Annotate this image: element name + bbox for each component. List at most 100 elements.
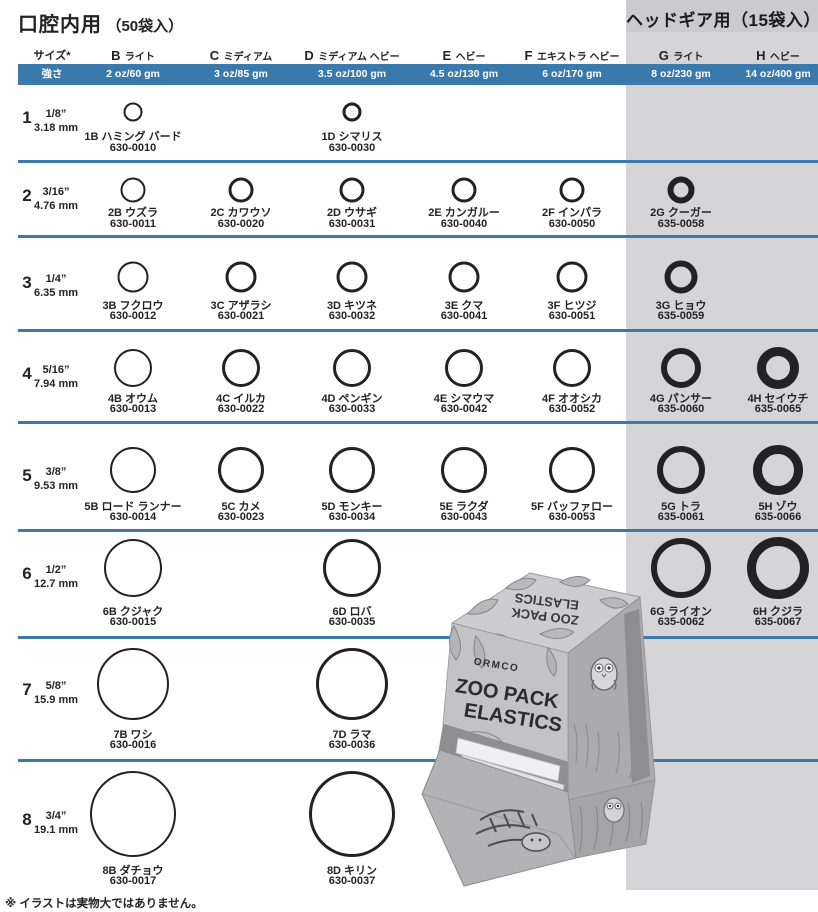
- product-code: 630-0033: [328, 403, 376, 415]
- row-number: 2: [22, 186, 32, 205]
- footnote: ※ イラストは実物大ではありません。: [5, 898, 203, 910]
- product-code: 630-0034: [328, 511, 376, 523]
- product-code: 630-0032: [328, 310, 376, 322]
- row-number: 4: [22, 364, 32, 383]
- product-code: 630-0011: [110, 218, 156, 230]
- product-name: 7B ワシ: [113, 729, 153, 741]
- elastic-ring-7B: [97, 648, 169, 720]
- column-strength-kana: ライト: [673, 52, 704, 63]
- product-code: 630-0016: [109, 739, 157, 751]
- column-letter: D: [304, 48, 314, 63]
- product-name: 2B ウズラ: [107, 207, 159, 219]
- product-name: 5H ゾウ: [758, 501, 798, 513]
- strength-value-G: 8 oz/230 gm: [651, 68, 711, 80]
- size-label: 3/16” 4.76 mm: [34, 185, 78, 213]
- product-code: 635-0058: [657, 218, 705, 230]
- intraoral-title-text: 口腔内用: [18, 14, 102, 36]
- row-number: 3: [22, 273, 32, 292]
- size-label: 3/4” 19.1 mm: [34, 809, 78, 837]
- column-strength-kana: ミディアム ヘビー: [318, 52, 400, 63]
- product-code: 630-0053: [548, 511, 596, 523]
- product-code: 630-0050: [548, 218, 596, 230]
- product-code: 635-0062: [657, 616, 705, 628]
- row-number: 7: [22, 680, 32, 699]
- product-code: 630-0022: [217, 403, 265, 415]
- row-separator: [18, 421, 818, 424]
- row-separator: [18, 529, 818, 532]
- column-header-H: H ヘビー: [756, 47, 800, 65]
- product-code: 635-0065: [754, 403, 802, 415]
- size-label-inch: 1/2”: [45, 564, 67, 576]
- product-name: 2D ウサギ: [326, 207, 378, 219]
- column-strength-kana: ヘビー: [455, 52, 486, 63]
- product-name: 5F バッファロー: [531, 501, 613, 513]
- product-name: 8B ダチョウ: [102, 865, 164, 877]
- size-label-inch: 1/4”: [45, 273, 67, 285]
- product-name: 5C カメ: [221, 501, 261, 513]
- product-code: 630-0035: [328, 616, 376, 628]
- row-number: 1: [22, 108, 32, 127]
- strength-value-F: 6 oz/170 gm: [542, 68, 602, 80]
- size-label-inch: 3/4”: [45, 810, 67, 822]
- product-code: 630-0037: [328, 875, 376, 887]
- product-name: 3G ヒョウ: [655, 300, 707, 312]
- product-name: 6G ライオン: [650, 606, 712, 618]
- product-name: 4G パンサー: [649, 393, 713, 405]
- product-code: 630-0041: [440, 310, 488, 322]
- product-code: 635-0059: [657, 310, 705, 322]
- size-label-mm: 4.76 mm: [33, 200, 79, 212]
- product-name: 5D モンキー: [321, 501, 383, 513]
- column-header-D: D ミディアム ヘビー: [304, 47, 399, 65]
- product-code: 630-0040: [440, 218, 488, 230]
- row-number: 5: [22, 466, 32, 485]
- column-header-F: F エキストラ ヘビー: [525, 47, 620, 65]
- product-code: 630-0012: [109, 310, 157, 322]
- column-letter: E: [442, 48, 452, 63]
- product-code: 635-0061: [657, 511, 705, 523]
- owl-icon-small: [603, 797, 625, 823]
- elastic-ring-8B: [90, 771, 176, 857]
- row-separator: [18, 235, 818, 238]
- row-separator: [18, 636, 818, 639]
- elastic-ring-3F: [556, 261, 588, 293]
- elastic-ring-3D: [336, 261, 368, 293]
- product-name: 3E クマ: [444, 300, 484, 312]
- column-letter: H: [756, 48, 766, 63]
- row-number: 8: [22, 810, 32, 829]
- elastic-ring-1B: [123, 102, 143, 122]
- headgear-column-band: [626, 0, 818, 890]
- product-name: 4C イルカ: [216, 393, 266, 405]
- elastic-ring-6H: [747, 537, 809, 599]
- column-header-B: B ライト: [111, 47, 155, 65]
- column-strength-kana: ミディアム: [223, 52, 273, 63]
- product-name: 1D シマリス: [321, 131, 383, 143]
- product-code: 630-0042: [440, 403, 488, 415]
- elastic-ring-2B: [120, 177, 146, 203]
- product-name: 6B クジャク: [102, 606, 164, 618]
- size-label-mm: 19.1 mm: [33, 824, 79, 836]
- size-label-inch: 5/16”: [42, 364, 70, 376]
- box-grass-strokes: [573, 723, 647, 779]
- product-name: 4E シマウマ: [433, 393, 495, 405]
- product-name: 3C アザラシ: [210, 300, 272, 312]
- elastic-ring-2F: [559, 177, 585, 203]
- intraoral-title: 口腔内用 （50袋入）: [18, 8, 183, 37]
- product-code: 630-0015: [109, 616, 157, 628]
- elastic-ring-5B: [110, 447, 156, 493]
- row-number: 6: [22, 564, 32, 583]
- product-name: 5E ラクダ: [439, 501, 489, 513]
- size-label-inch: 3/8”: [45, 466, 67, 478]
- product-code: 630-0051: [548, 310, 596, 322]
- elastic-ring-4F: [553, 349, 591, 387]
- product-name: 2G クーガー: [650, 207, 712, 219]
- elastic-ring-4H: [757, 347, 799, 389]
- column-strength-kana: エキストラ ヘビー: [536, 52, 620, 63]
- elastic-ring-6B: [104, 539, 162, 597]
- box-dispenser-tray: [421, 749, 577, 887]
- zoo-pack-box-photo: ZOO PACK ELASTICS ORMCO ORMCO: [421, 572, 656, 887]
- product-name: 3F ヒツジ: [547, 300, 597, 312]
- product-code: 630-0020: [217, 218, 265, 230]
- size-label: 1/2” 12.7 mm: [34, 563, 78, 591]
- strength-row-header: 強さ: [41, 68, 63, 80]
